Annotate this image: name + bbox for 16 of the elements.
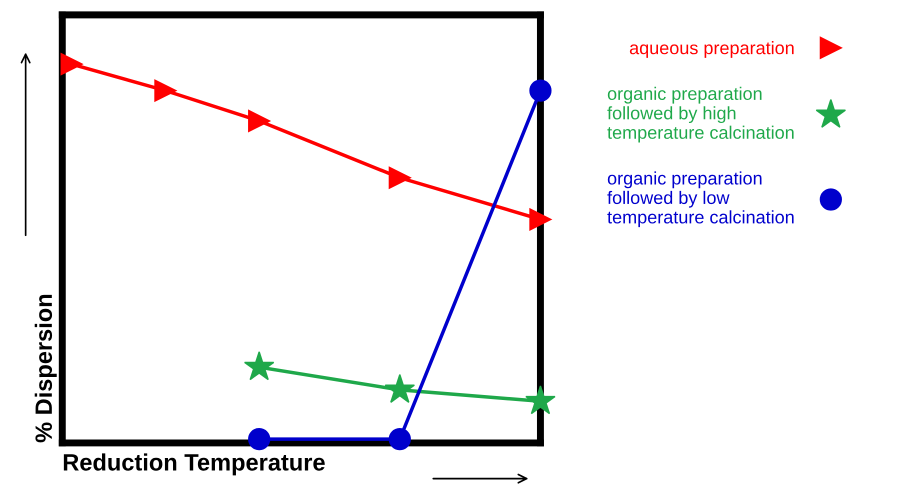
- x-axis-title: Reduction Temperature: [64, 453, 325, 476]
- point: [248, 428, 270, 450]
- point: [525, 385, 556, 414]
- point: [248, 110, 270, 132]
- point: [60, 53, 83, 76]
- point: [529, 208, 552, 231]
- point: [388, 166, 411, 189]
- legend-label: organic preparation followed by low temperature calcination: [607, 171, 794, 228]
- point: [388, 428, 411, 450]
- point: [384, 374, 416, 403]
- point: [154, 80, 177, 102]
- point: [244, 351, 274, 380]
- point: [529, 80, 552, 102]
- legend-label: aqueous preparation: [630, 41, 794, 58]
- y-axis-title: % Dispersion: [34, 294, 57, 442]
- legend-label: organic preparation followed by high temperature calcination: [607, 86, 794, 142]
